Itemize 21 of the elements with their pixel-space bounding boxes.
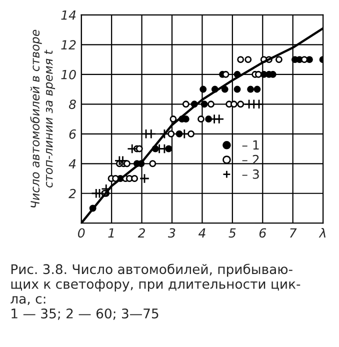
x-tick-label: 6 (259, 228, 266, 238)
y-tick-label: 8 (68, 100, 76, 110)
y-tick-label: 2 (68, 188, 76, 198)
text: Рис. 3.8. Число автомобилей, прибываю- щих к светофору, при длительности цик- ла, с: 1 — 35; 2 — 60; 3—75 (10, 264, 300, 320)
x-tick-label: 1 (108, 228, 114, 238)
legend-label: – 1 (242, 140, 259, 150)
y-tick-label: 4 (68, 159, 76, 168)
legend-label: – 2 (242, 154, 259, 164)
y-tick-label: 10 (61, 70, 76, 80)
y-tick-label: 12 (61, 40, 76, 50)
y-tick-label: 6 (69, 129, 76, 139)
y-axis-title: Число автомобилей в створе стоп-линии за время t (30, 30, 56, 208)
x-tick-label: 2 (138, 228, 145, 238)
y-tick-label: 14 (61, 10, 76, 20)
legend-label: – 3 (242, 169, 259, 179)
x-tick-label: 0 (78, 228, 85, 238)
x-tick-label: 7 (290, 228, 297, 238)
x-tick-label: 4 (198, 228, 206, 238)
x-tick-label: 5 (228, 228, 236, 238)
x-tick-label: λ (318, 228, 326, 238)
x-tick-label: 3 (168, 228, 176, 238)
